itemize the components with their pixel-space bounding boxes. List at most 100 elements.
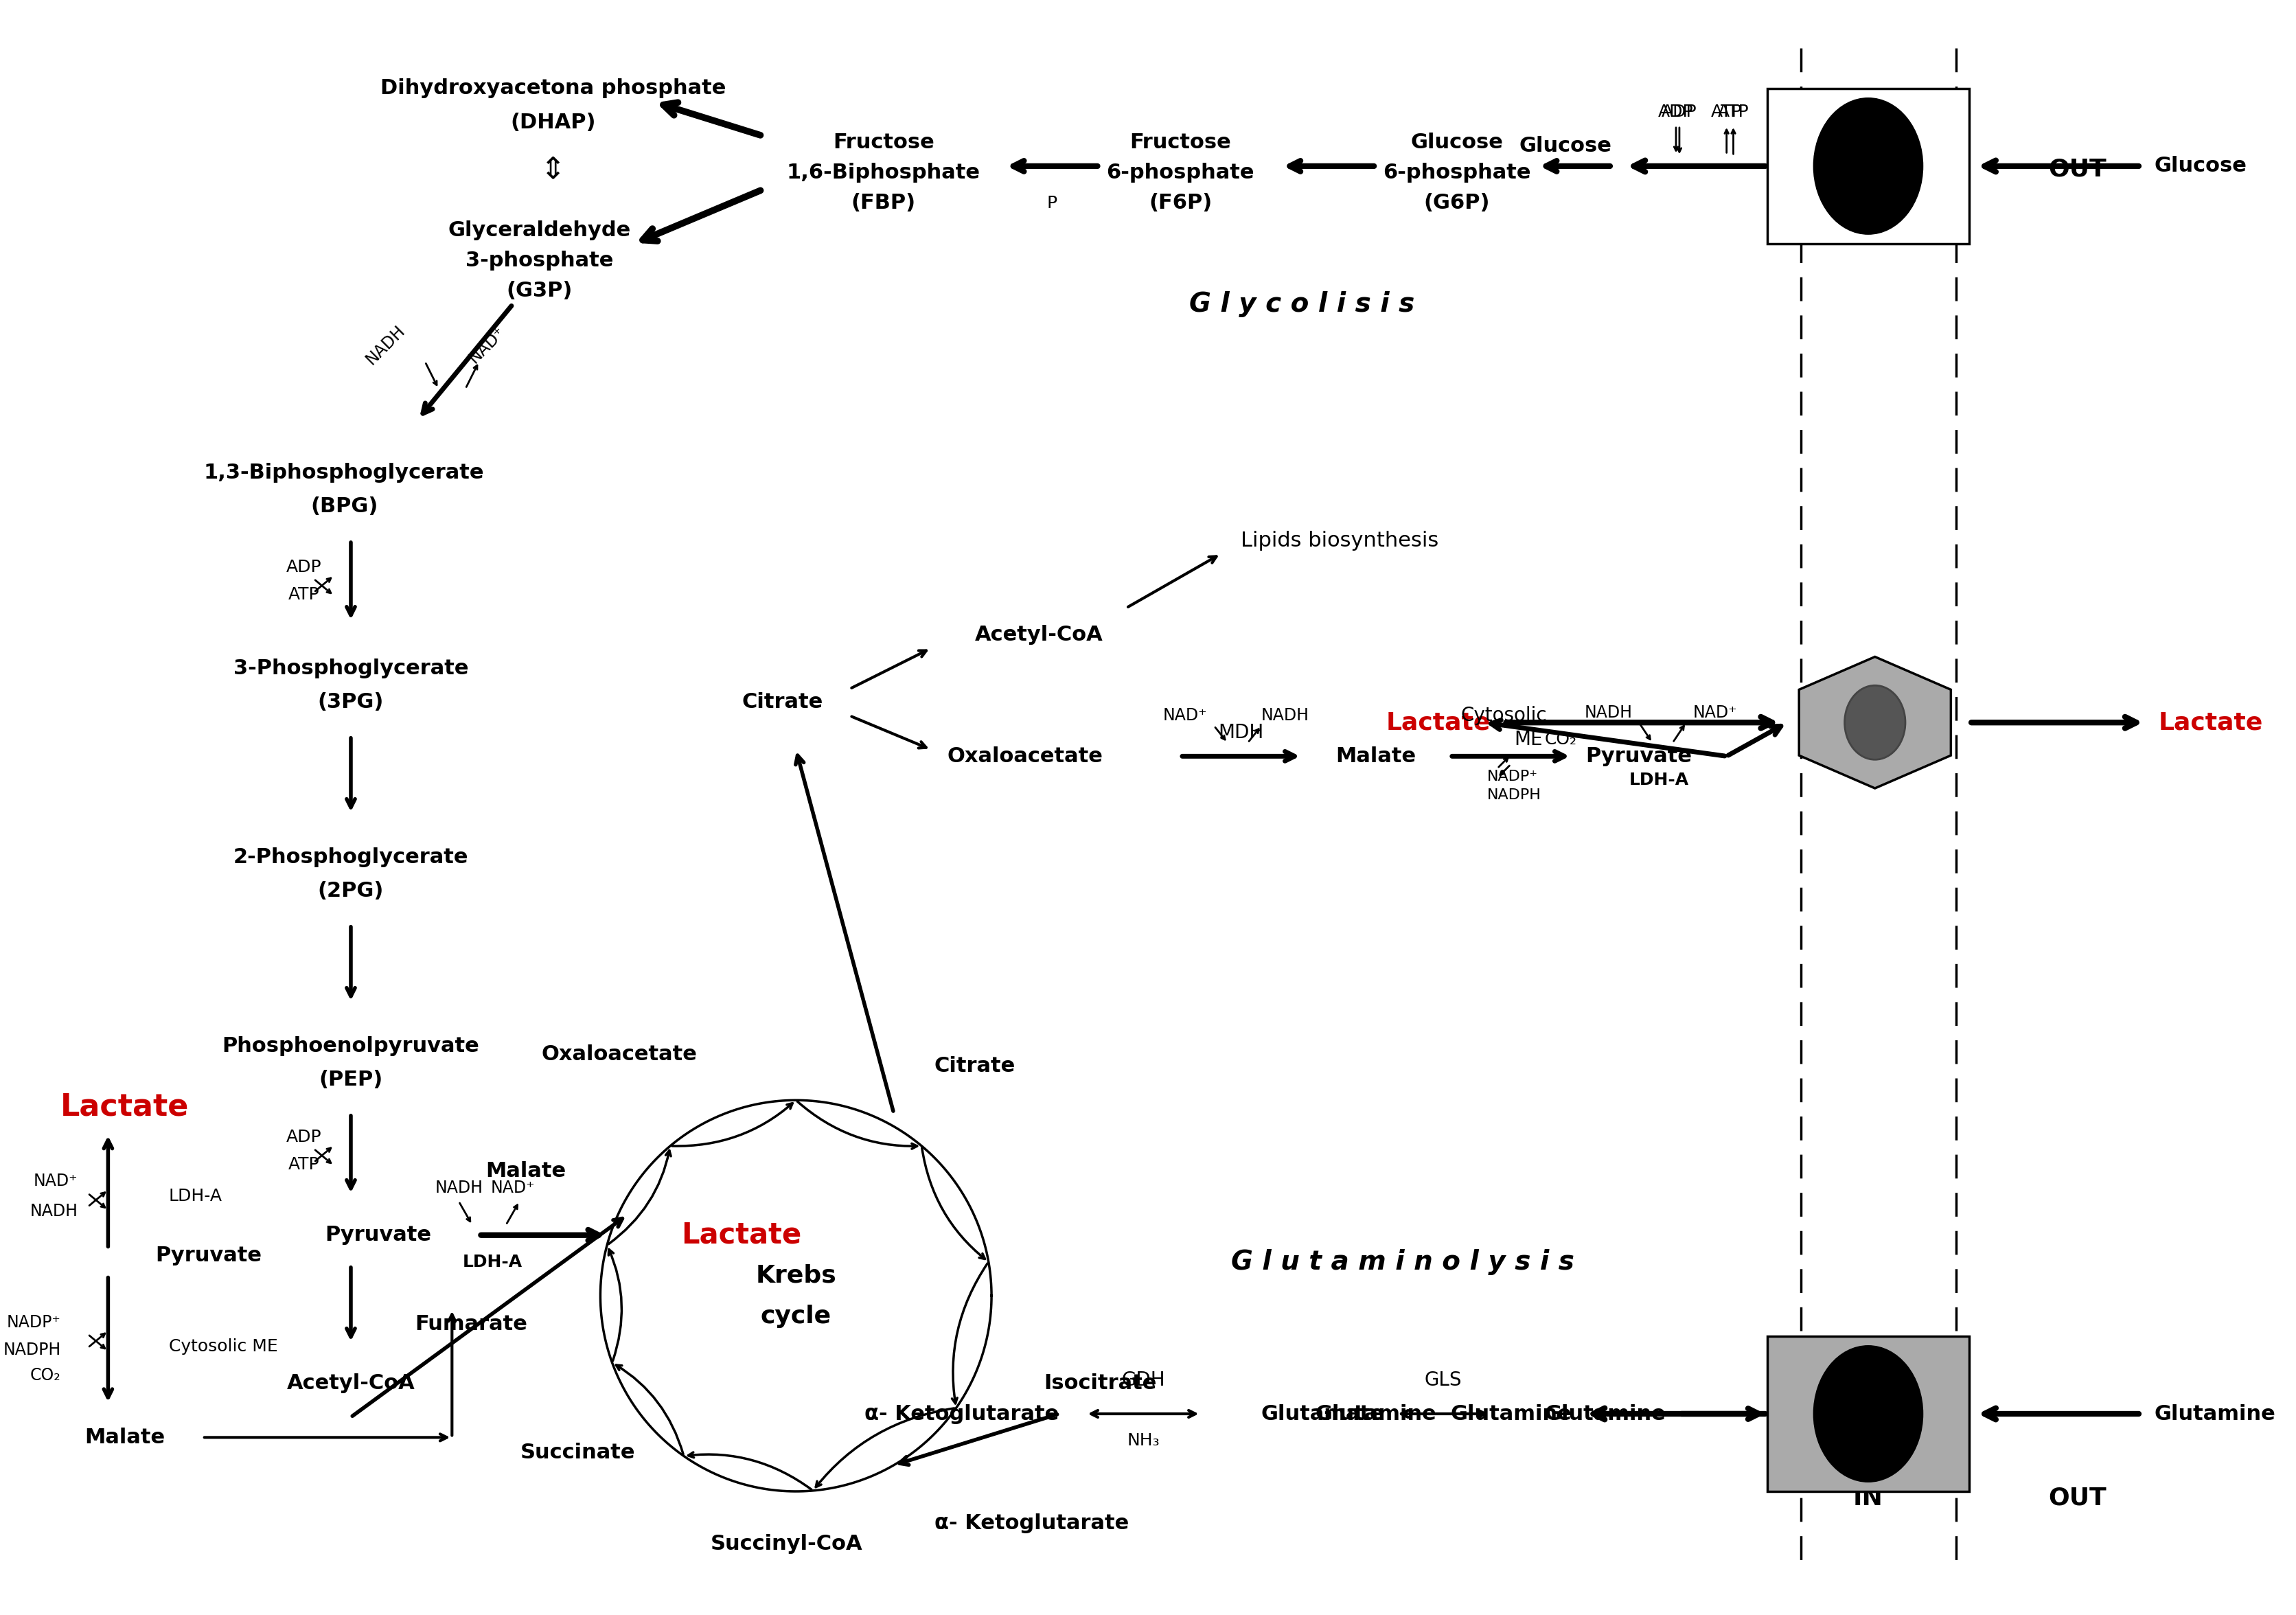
Text: Lactate: Lactate (2158, 711, 2264, 735)
Text: Krebs: Krebs (755, 1265, 836, 1287)
Text: Acetyl-CoA: Acetyl-CoA (974, 625, 1102, 644)
Text: ATP: ATP (1717, 103, 1750, 121)
Text: Oxaloacetate: Oxaloacetate (948, 746, 1102, 766)
Text: NH₃: NH₃ (1127, 1433, 1159, 1449)
Text: Succinate: Succinate (521, 1442, 636, 1462)
Bar (1768, 1336, 1970, 1491)
Text: P: P (1047, 195, 1058, 212)
Text: Lactate: Lactate (60, 1092, 188, 1122)
Text: Dihydroxyacetona phosphate: Dihydroxyacetona phosphate (381, 79, 726, 99)
Text: 6-phosphate: 6-phosphate (1107, 163, 1254, 182)
Text: 2-Phosphoglycerate: 2-Phosphoglycerate (234, 848, 468, 867)
Text: NAD⁺: NAD⁺ (34, 1172, 78, 1189)
Text: Glutamine: Glutamine (1451, 1403, 1570, 1424)
Text: Citrate: Citrate (934, 1056, 1015, 1076)
Text: LDH-A: LDH-A (1630, 772, 1690, 788)
Ellipse shape (1844, 685, 1906, 759)
Text: NAD⁺: NAD⁺ (491, 1179, 535, 1197)
Text: (G6P): (G6P) (1424, 194, 1490, 213)
Text: 1,6-Biphosphate: 1,6-Biphosphate (788, 163, 980, 182)
Polygon shape (1800, 657, 1952, 788)
Text: NADPH: NADPH (1488, 788, 1541, 803)
Text: ME: ME (1513, 730, 1543, 749)
Text: Fructose: Fructose (1130, 132, 1231, 152)
Text: Glucose: Glucose (1520, 136, 1612, 155)
Text: Oxaloacetate: Oxaloacetate (542, 1045, 698, 1064)
Text: ADP: ADP (287, 1129, 321, 1145)
Text: NADPH: NADPH (2, 1342, 62, 1358)
Text: Citrate: Citrate (742, 693, 822, 712)
Text: ADP: ADP (287, 559, 321, 575)
Text: Fumarate: Fumarate (416, 1315, 528, 1334)
Text: Glucose: Glucose (1410, 132, 1504, 152)
Text: Malate: Malate (487, 1161, 567, 1181)
Text: NAD⁺: NAD⁺ (1164, 707, 1208, 724)
Bar (1768, 89, 1970, 244)
Text: MDH: MDH (1219, 724, 1263, 743)
Text: (3PG): (3PG) (317, 693, 383, 712)
Text: CO₂: CO₂ (30, 1368, 62, 1384)
Text: (DHAP): (DHAP) (510, 113, 597, 132)
Text: NAD⁺: NAD⁺ (1692, 704, 1738, 720)
Text: Pyruvate: Pyruvate (324, 1226, 432, 1245)
Ellipse shape (1814, 1347, 1922, 1481)
Text: α- Ketoglutarate: α- Ketoglutarate (866, 1403, 1058, 1424)
Text: NADH: NADH (1261, 707, 1309, 724)
Text: Lipids biosynthesis: Lipids biosynthesis (1242, 530, 1440, 551)
Text: 3-phosphate: 3-phosphate (466, 250, 613, 270)
Text: IN: IN (1853, 1486, 1883, 1510)
Text: Glutamine: Glutamine (1545, 1403, 1667, 1424)
Text: Phosphoenolpyruvate: Phosphoenolpyruvate (223, 1037, 480, 1056)
Text: IN: IN (1853, 158, 1883, 181)
Text: Glucose: Glucose (2154, 157, 2248, 176)
Text: (2PG): (2PG) (317, 882, 383, 901)
Text: Malate: Malate (85, 1428, 165, 1447)
Text: NADH: NADH (434, 1179, 482, 1197)
Text: (BPG): (BPG) (310, 497, 379, 517)
Text: LDH-A: LDH-A (461, 1253, 523, 1271)
Text: 6-phosphate: 6-phosphate (1382, 163, 1531, 182)
Text: (PEP): (PEP) (319, 1071, 383, 1090)
Text: NADP⁺: NADP⁺ (1488, 770, 1538, 783)
Text: Pyruvate: Pyruvate (156, 1245, 262, 1265)
Text: Glyceraldehyde: Glyceraldehyde (448, 220, 631, 241)
Text: GDH: GDH (1120, 1371, 1164, 1391)
Text: ADP: ADP (1658, 103, 1694, 121)
Text: OUT: OUT (2048, 1486, 2105, 1510)
Text: OUT: OUT (2048, 158, 2105, 181)
Text: ADP: ADP (1662, 103, 1697, 121)
Text: Fructose: Fructose (833, 132, 934, 152)
Text: α- Ketoglutarate: α- Ketoglutarate (934, 1513, 1130, 1534)
Text: ATP: ATP (287, 1156, 319, 1172)
Text: ⇕: ⇕ (540, 155, 565, 184)
Text: (F6P): (F6P) (1148, 194, 1212, 213)
Text: ATP: ATP (1711, 103, 1743, 121)
Text: ATP: ATP (287, 586, 319, 602)
Text: NADH: NADH (363, 321, 409, 368)
Text: Succinyl-CoA: Succinyl-CoA (709, 1534, 863, 1554)
Text: Lactate: Lactate (682, 1221, 801, 1250)
Text: Isocitrate: Isocitrate (1042, 1373, 1157, 1394)
Ellipse shape (1814, 99, 1922, 234)
Text: G l u t a m i n o l y s i s: G l u t a m i n o l y s i s (1231, 1248, 1575, 1276)
Text: NADP⁺: NADP⁺ (7, 1315, 62, 1331)
Text: Glutamine: Glutamine (1316, 1403, 1437, 1424)
Text: Malate: Malate (1336, 746, 1417, 766)
Text: CO₂: CO₂ (1545, 732, 1577, 748)
Text: NAD⁺: NAD⁺ (466, 323, 507, 367)
Text: Glutamate: Glutamate (1261, 1403, 1384, 1424)
Text: Lactate: Lactate (1387, 711, 1490, 735)
Text: LDH-A: LDH-A (168, 1187, 223, 1205)
Text: G l y c o l i s i s: G l y c o l i s i s (1189, 291, 1414, 318)
Text: (G3P): (G3P) (507, 281, 572, 300)
Text: Cytosolic ME: Cytosolic ME (168, 1339, 278, 1355)
Text: Glutamine: Glutamine (2154, 1403, 2275, 1424)
Text: GLS: GLS (1424, 1371, 1463, 1391)
Text: 3-Phosphoglycerate: 3-Phosphoglycerate (234, 659, 468, 678)
Text: Acetyl-CoA: Acetyl-CoA (287, 1373, 416, 1394)
Text: NADH: NADH (30, 1203, 78, 1219)
Text: Pyruvate: Pyruvate (1587, 746, 1692, 766)
Text: (FBP): (FBP) (852, 194, 916, 213)
Text: NADH: NADH (1584, 704, 1632, 720)
Text: cycle: cycle (760, 1305, 831, 1328)
